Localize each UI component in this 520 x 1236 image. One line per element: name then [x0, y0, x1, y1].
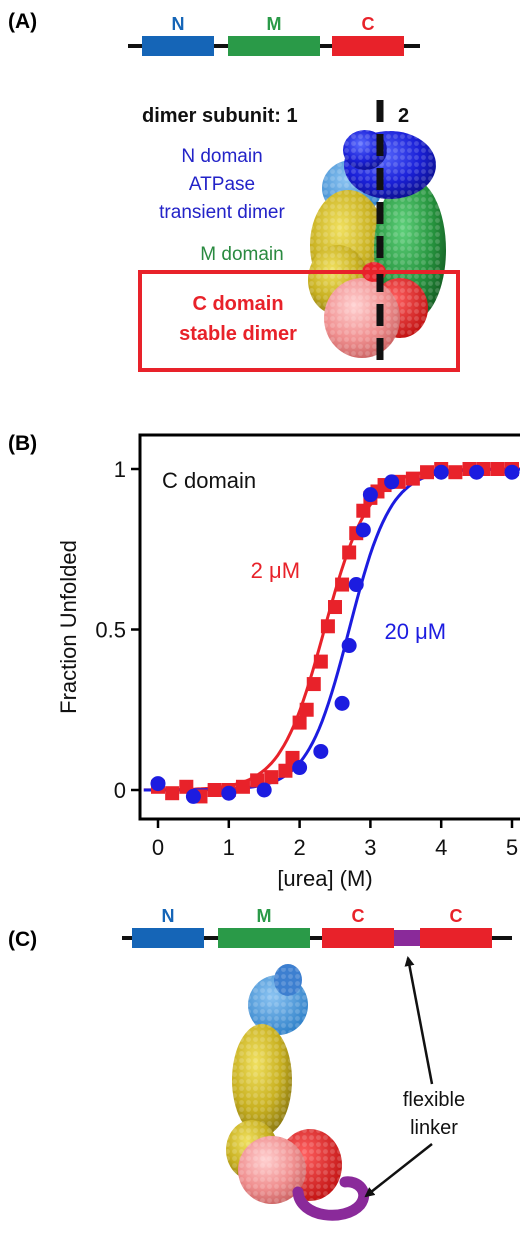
x-tick-label: 2: [293, 835, 305, 860]
dimer-subunit-label: dimer subunit: 1: [142, 105, 298, 127]
domain-c-block: [332, 36, 404, 56]
x-tick-label: 3: [364, 835, 376, 860]
domain-c-c2-label: C: [450, 906, 463, 926]
x-tick-label: 1: [223, 835, 235, 860]
plot-frame: [138, 433, 520, 821]
y-tick-label: 0.5: [95, 618, 126, 643]
hsp90-dimer-structure: [300, 128, 446, 366]
data-point-circle: [221, 785, 237, 801]
c-domain-highlight-box: [138, 270, 460, 372]
arrow-to-linker-loop: [364, 1143, 433, 1198]
data-point-circle: [469, 464, 485, 480]
data-point-circle: [355, 522, 371, 538]
axis-ticks: 0 1 2 3 4 5 0 0.5 1: [95, 457, 518, 860]
panel-label-c: (C): [8, 928, 38, 951]
fit-curve: [143, 467, 520, 792]
data-point-square: [335, 577, 350, 592]
data-point-circle: [334, 695, 350, 711]
data-point-circle: [433, 464, 449, 480]
data-point-square: [292, 715, 307, 730]
domain-m-label: M: [267, 14, 282, 34]
domain-c-m-label: M: [257, 906, 272, 926]
data-point-square: [306, 677, 321, 692]
data-point-square: [420, 465, 435, 480]
data-point-circle: [292, 760, 308, 776]
domain-n-label: N: [172, 14, 185, 34]
domain-c-c1-label: C: [352, 906, 365, 926]
linker-label: linker: [410, 1117, 458, 1139]
domain-m-block: [228, 36, 320, 56]
stable-dimer-label: stable dimer: [179, 323, 297, 345]
domain-c-c2-block: [420, 928, 492, 948]
data-point-square: [342, 545, 357, 560]
chart-title: C domain: [162, 468, 256, 493]
data-point-circle: [313, 743, 329, 759]
domain-c-m-block: [218, 928, 310, 948]
data-point-square: [165, 786, 180, 801]
domain-n-block: [142, 36, 214, 56]
data-point-circle: [150, 776, 166, 792]
data-point-square: [235, 779, 250, 794]
data-point-square: [320, 619, 335, 634]
data-point-circle: [504, 464, 520, 480]
data-point-square: [207, 783, 222, 797]
transient-dimer-label: transient dimer: [159, 202, 285, 223]
data-point-square: [299, 702, 314, 717]
unfolding-chart: 0 1 2 3 4 5 0 0.5 1 C domain [urea] (M) Fraction…: [56, 433, 520, 891]
data-point-circle: [185, 788, 201, 804]
panel-label-b: (B): [8, 432, 38, 455]
data-point-square: [328, 600, 342, 615]
data-point-circle: [341, 638, 357, 654]
y-tick-label: 1: [114, 457, 126, 482]
flexible-label: flexible: [403, 1089, 465, 1111]
flexible-linker-loop: [292, 1176, 370, 1221]
panel-label-a: (A): [8, 10, 38, 33]
m-domain-label: M domain: [200, 244, 283, 265]
x-axis-label: [urea] (M): [277, 866, 372, 891]
fit-lines: [143, 467, 520, 792]
panel-c-domain-bar: N M C C: [122, 906, 512, 948]
data-point-square: [405, 471, 420, 486]
c-domain-label: C domain: [192, 293, 283, 315]
x-tick-label: 5: [506, 835, 518, 860]
data-point-square: [490, 462, 505, 476]
y-axis-label: Fraction Unfolded: [56, 540, 81, 714]
data-point-circle: [362, 487, 378, 503]
data-point-square: [264, 770, 279, 785]
subunit-2-label: 2: [398, 105, 409, 127]
x-tick-label: 0: [152, 835, 164, 860]
linker-block: [394, 930, 420, 946]
data-point-circle: [348, 577, 364, 593]
n-domain-label: N domain: [181, 146, 262, 167]
x-tick-label: 4: [435, 835, 447, 860]
domain-c-n-block: [132, 928, 204, 948]
domain-c-label: C: [362, 14, 375, 34]
domain-c-n-label: N: [162, 906, 175, 926]
data-point-square: [278, 763, 293, 778]
data-point-square: [448, 465, 463, 480]
data-point-square: [313, 654, 328, 669]
data-point-circle: [384, 474, 400, 490]
y-tick-label: 0: [114, 778, 126, 803]
domain-c-c1-block: [322, 928, 394, 948]
arrow-to-linker-bar: [404, 956, 434, 1085]
data-markers: [150, 462, 520, 804]
data-point-circle: [256, 782, 272, 798]
data-point-square: [356, 503, 371, 518]
panel-a-domain-bar: N M C: [128, 14, 420, 56]
atpase-label: ATPase: [189, 174, 255, 195]
single-chain-structure: [226, 964, 346, 1204]
series-label-20uM: 20 μM: [385, 619, 447, 644]
series-label-2uM: 2 μM: [251, 558, 300, 583]
